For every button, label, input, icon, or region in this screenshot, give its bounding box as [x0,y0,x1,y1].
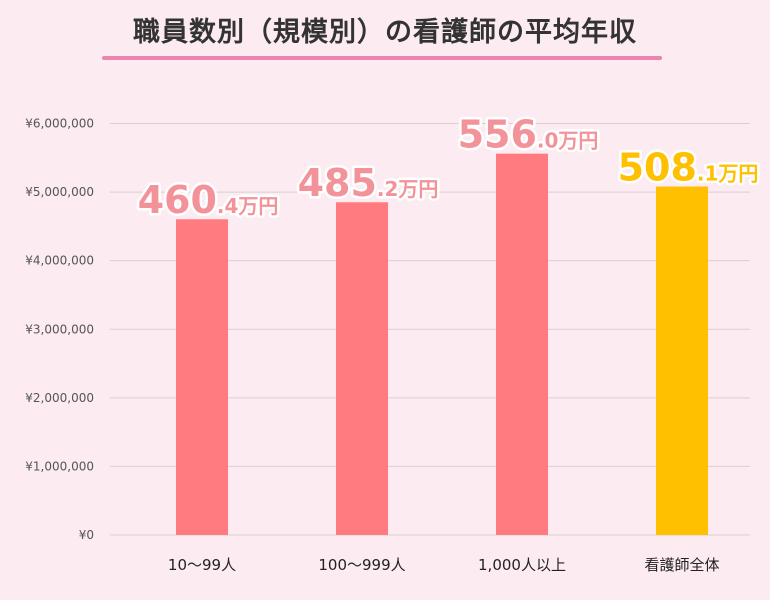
data-label: 485.2万円 [298,161,439,205]
bar [656,186,708,535]
y-tick-label: ¥5,000,000 [25,185,94,199]
data-label: 508.1万円 [618,146,759,190]
bar [176,219,228,535]
data-label: 556.0万円 [458,113,599,157]
x-tick-label: 看護師全体 [644,556,719,574]
y-tick-label: ¥6,000,000 [25,117,94,131]
y-tick-label: ¥1,000,000 [25,459,94,473]
y-tick-label: ¥4,000,000 [25,254,94,268]
x-tick-label: 1,000人以上 [478,556,566,574]
bar [336,202,388,535]
x-tick-label: 10〜99人 [168,556,236,574]
x-tick-label: 100〜999人 [318,556,405,574]
y-tick-label: ¥3,000,000 [25,322,94,336]
y-tick-label: ¥0 [79,528,94,542]
y-tick-label: ¥2,000,000 [25,391,94,405]
title-underline [102,56,662,60]
chart-title: 職員数別（規模別）の看護師の平均年収 [133,17,637,48]
bar [496,153,548,535]
data-label: 460.4万円 [138,178,279,222]
